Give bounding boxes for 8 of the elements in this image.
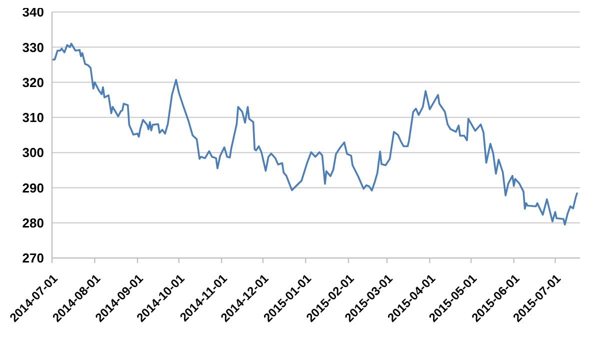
- y-tick-label: 300: [22, 145, 44, 160]
- y-tick-label: 320: [22, 74, 44, 90]
- y-tick-label: 330: [22, 40, 44, 55]
- y-tick-label: 270: [22, 250, 44, 266]
- y-tick-label: 290: [22, 180, 44, 196]
- y-tick-label: 280: [22, 215, 44, 230]
- y-tick-label: 310: [22, 110, 44, 126]
- line-series: [52, 42, 578, 226]
